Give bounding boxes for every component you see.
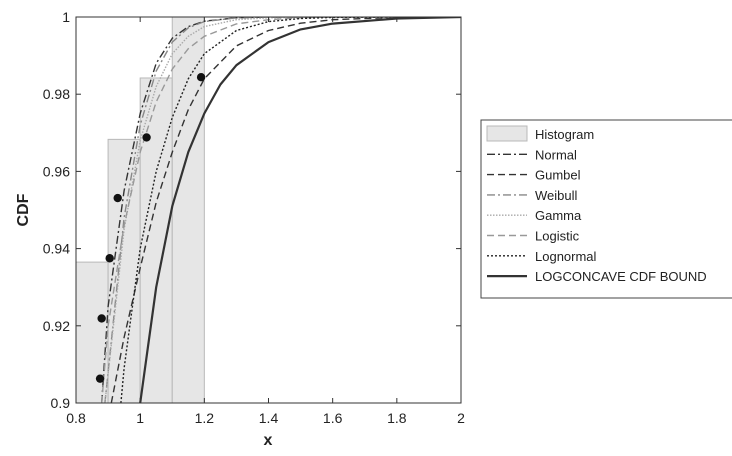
y-axis-label: CDF (15, 193, 32, 226)
x-tick-label-1: 1 (136, 410, 144, 426)
series-line-gamma (104, 17, 461, 403)
data-point-4 (142, 133, 151, 142)
data-point-3 (113, 193, 122, 203)
series-line-normal (101, 17, 461, 403)
histogram-layer (75, 16, 205, 404)
y-tick-label-3: 0.96 (43, 163, 70, 179)
data-point-2 (105, 254, 114, 263)
ticks-layer: 0.8 1 1.2 1.4 1.6 1.8 2 0.9 0.92 0.94 0.96 0.98 1 (43, 9, 465, 426)
histogram-bar-2 (139, 77, 173, 404)
x-tick-label-3: 1.4 (259, 410, 279, 426)
x-tick-label-5: 1.8 (387, 410, 407, 426)
y-tick-label-1: 0.92 (43, 318, 70, 334)
y-tick-label-2: 0.94 (43, 241, 70, 257)
legend-label-histogram: Histogram (535, 127, 594, 142)
points-layer (95, 73, 206, 383)
series-line-logistic (101, 17, 461, 403)
x-tick-label-2: 1.2 (195, 410, 215, 426)
legend-box (480, 119, 732, 299)
y-tick-label-5: 1 (62, 9, 70, 25)
legend-label-gamma: Gamma (535, 208, 582, 223)
legend-items: Histogram Normal Gumbel Weibull Gamma Logisti… (486, 125, 707, 284)
legend: Histogram Normal Gumbel Weibull Gamma Logisti… (480, 119, 732, 299)
x-axis-label: x (264, 432, 273, 449)
x-tick-label-0: 0.8 (66, 410, 86, 426)
x-tick-label-6: 2 (457, 410, 465, 426)
legend-label-normal: Normal (535, 147, 577, 162)
legend-label-logconcave-cdf-bound: LOGCONCAVE CDF BOUND (535, 269, 707, 284)
legend-label-weibull: Weibull (535, 188, 578, 203)
data-point-1 (97, 314, 106, 323)
x-tick-label-4: 1.6 (323, 410, 343, 426)
y-tick-label-4: 0.98 (43, 86, 70, 102)
data-point-0 (95, 374, 105, 383)
series-line-weibull (104, 17, 461, 403)
legend-label-logistic: Logistic (535, 229, 580, 244)
data-point-5 (196, 73, 206, 82)
y-tick-label-0: 0.9 (51, 395, 71, 411)
legend-swatch-histogram (486, 125, 528, 142)
series-line-logconcave-cdf-bound (139, 17, 461, 403)
legend-label-lognormal: Lognormal (535, 249, 597, 264)
legend-label-gumbel: Gumbel (535, 168, 581, 183)
